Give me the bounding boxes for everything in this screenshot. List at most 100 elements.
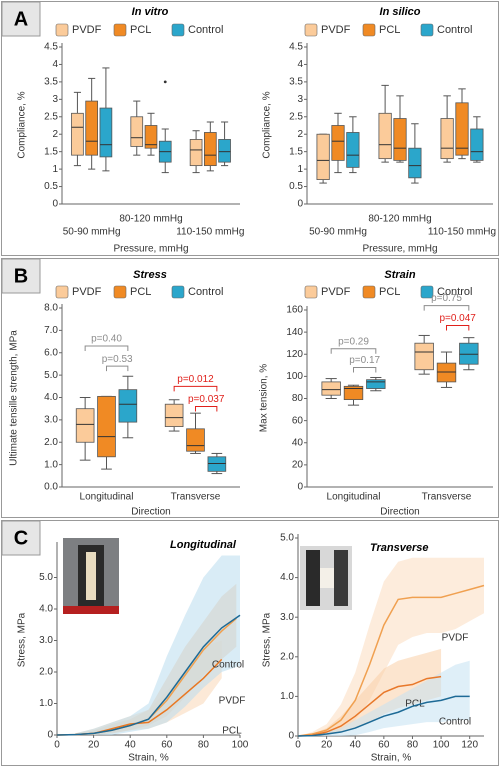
y-tick-label: 3.0 xyxy=(44,415,58,426)
y-tick-label: 1.0 xyxy=(39,698,53,709)
y-tick-label: 4 xyxy=(52,59,58,70)
x-axis-label: Direction xyxy=(131,507,170,518)
x-tick-label: 40 xyxy=(125,740,137,751)
series-line xyxy=(297,584,485,737)
y-tick-label: 40 xyxy=(292,437,304,448)
x-tick-label: Transverse xyxy=(171,492,221,503)
legend-swatch xyxy=(420,23,434,37)
legend-swatch xyxy=(362,23,376,37)
y-tick-label: 4.0 xyxy=(44,392,58,403)
x-tick-label: 0 xyxy=(295,740,301,751)
chart-title: In silico xyxy=(380,6,421,18)
y-tick-label: 160 xyxy=(286,305,303,316)
x-tick-label: 120 xyxy=(461,740,478,751)
photo xyxy=(300,546,352,610)
series-line xyxy=(56,614,241,736)
box xyxy=(321,381,341,396)
legend-label: Control xyxy=(188,286,223,298)
y-tick-label: 3.5 xyxy=(289,77,303,88)
x-tick-label: 40 xyxy=(350,740,362,751)
y-tick-label: 0 xyxy=(297,199,303,210)
legend-swatch xyxy=(55,285,69,299)
y-tick-label: 4.0 xyxy=(39,604,53,615)
y-tick-label: 2 xyxy=(52,129,58,140)
box xyxy=(97,395,116,458)
y-tick-label: 100 xyxy=(286,371,303,382)
legend-label: PCL xyxy=(379,24,400,36)
box xyxy=(346,132,360,168)
p-value: p=0.75 xyxy=(431,293,462,304)
significance-bracket xyxy=(330,348,377,354)
box xyxy=(186,428,205,452)
x-tick-label: 80 xyxy=(407,740,419,751)
significance-bracket xyxy=(106,365,129,372)
series-label: PCL xyxy=(222,726,242,737)
sd-band xyxy=(298,660,470,736)
box xyxy=(366,379,386,389)
y-tick-label: 3.0 xyxy=(39,635,53,646)
p-value: p=0.047 xyxy=(439,313,476,324)
legend-swatch xyxy=(113,23,127,37)
x-tick-label: 100 xyxy=(232,740,249,751)
y-tick-label: 0 xyxy=(288,731,294,742)
y-tick-label: 2.0 xyxy=(39,667,53,678)
box xyxy=(203,132,217,167)
x-tick-label: 80 xyxy=(198,740,210,751)
legend-swatch xyxy=(55,23,69,37)
x-tick-label: 110-150 mmHg xyxy=(176,227,244,238)
legend-label: PVDF xyxy=(321,24,351,36)
x-tick-label: Longitudinal xyxy=(80,492,134,503)
box xyxy=(343,385,364,401)
x-tick-label: 20 xyxy=(88,740,100,751)
x-tick-label: 110-150 mmHg xyxy=(428,227,496,238)
series-label: PCL xyxy=(405,699,425,710)
y-tick-label: 140 xyxy=(286,327,303,338)
y-tick-label: 4.5 xyxy=(44,42,58,53)
y-tick-label: 8.0 xyxy=(44,303,58,314)
box xyxy=(189,139,203,167)
y-tick-label: 1.5 xyxy=(289,146,303,157)
y-tick-label: 2 xyxy=(297,129,303,140)
y-tick-label: 1 xyxy=(297,164,303,175)
y-tick-label: 1 xyxy=(52,164,58,175)
significance-bracket xyxy=(446,324,470,331)
y-tick-label: 1.5 xyxy=(44,146,58,157)
legend-swatch xyxy=(362,285,376,299)
box xyxy=(71,112,84,156)
x-tick-label: 50-90 mmHg xyxy=(309,227,367,238)
chart-title: Stress xyxy=(133,269,167,281)
box xyxy=(75,408,95,443)
p-value: p=0.17 xyxy=(349,355,380,366)
significance-bracket xyxy=(423,305,470,311)
significance-bracket xyxy=(84,345,129,352)
box xyxy=(436,362,457,383)
box xyxy=(455,102,469,156)
p-value: p=0.29 xyxy=(338,336,369,347)
legend-label: PCL xyxy=(379,286,400,298)
significance-bracket xyxy=(173,385,218,392)
panel-label: A xyxy=(14,8,28,30)
outlier xyxy=(163,80,167,84)
y-tick-label: 5.0 xyxy=(44,370,58,381)
y-axis-label: Compliance, % xyxy=(262,91,273,158)
panel-badge xyxy=(1,1,41,37)
y-tick-label: 3 xyxy=(297,94,303,105)
box xyxy=(118,389,138,423)
y-tick-label: 120 xyxy=(286,349,303,360)
x-tick-label: 100 xyxy=(433,740,450,751)
legend-label: PVDF xyxy=(72,286,102,298)
y-tick-label: 20 xyxy=(292,460,304,471)
y-tick-label: 0.5 xyxy=(44,181,58,192)
y-axis-label: Max tension, % xyxy=(259,364,270,432)
sd-band xyxy=(57,640,222,735)
y-tick-label: 2.5 xyxy=(289,111,303,122)
x-axis-label: Pressure, mmHg xyxy=(362,244,437,255)
chart-title: Transverse xyxy=(370,542,429,554)
chart-title: In vitro xyxy=(132,6,169,18)
y-axis-label: Stress, MPa xyxy=(262,612,273,667)
x-tick-label: Longitudinal xyxy=(327,492,381,503)
panel-label: C xyxy=(14,527,28,549)
p-value: p=0.037 xyxy=(188,394,225,405)
x-axis-label: Pressure, mmHg xyxy=(113,244,188,255)
y-tick-label: 2.5 xyxy=(44,111,58,122)
